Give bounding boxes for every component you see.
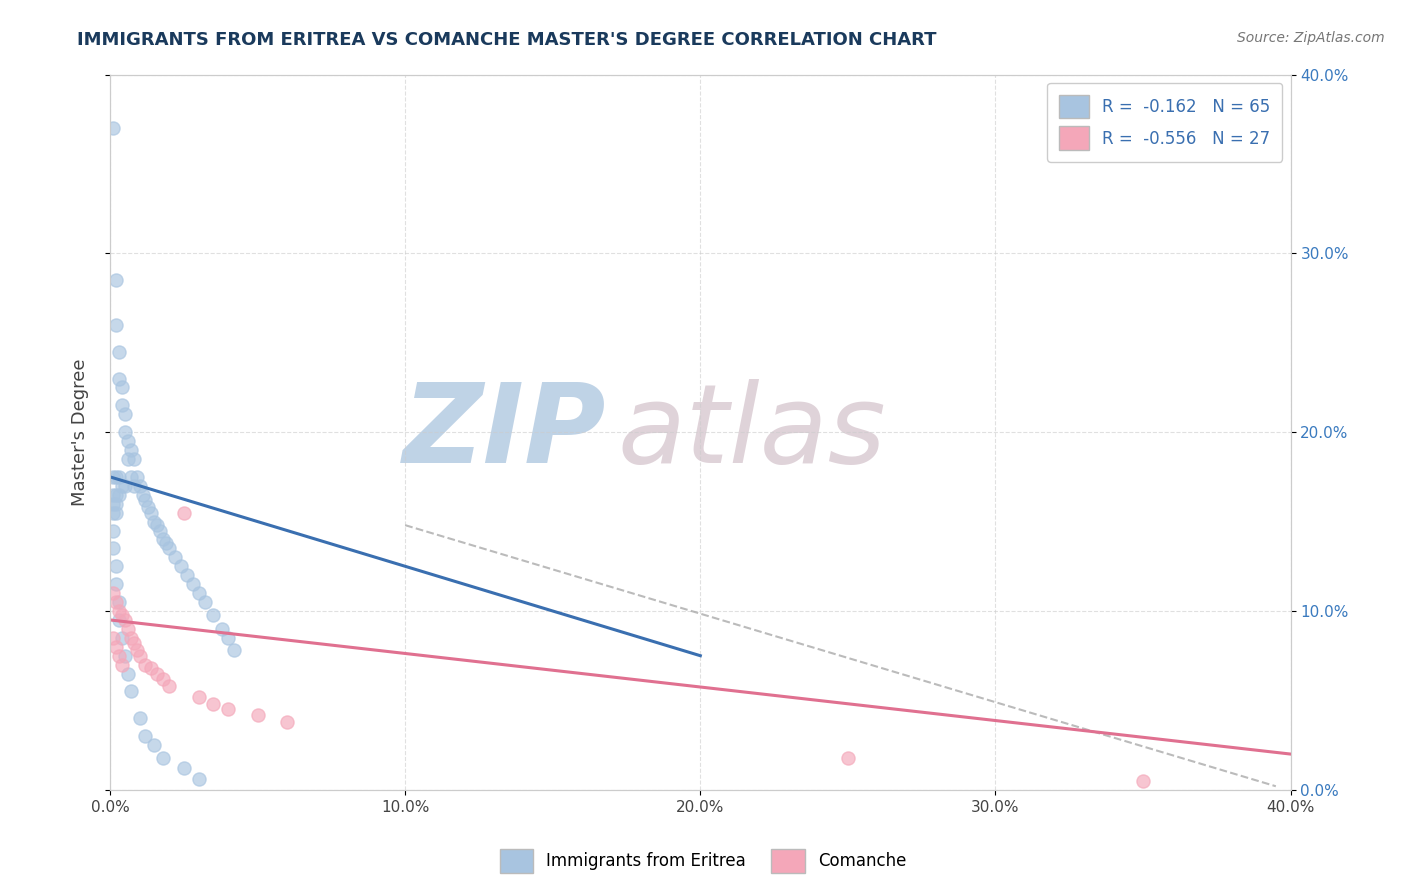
- Point: [217, 631, 239, 645]
- Point: [101, 470, 124, 484]
- Point: [141, 661, 163, 675]
- Point: [187, 772, 209, 786]
- Point: [128, 479, 150, 493]
- Point: [104, 470, 127, 484]
- Point: [117, 666, 139, 681]
- Point: [104, 595, 127, 609]
- Point: [101, 488, 124, 502]
- Point: [114, 407, 136, 421]
- Point: [101, 121, 124, 136]
- Point: [187, 690, 209, 704]
- Point: [108, 470, 131, 484]
- Point: [108, 488, 131, 502]
- Point: [128, 711, 150, 725]
- Point: [108, 344, 131, 359]
- Point: [181, 577, 204, 591]
- Point: [120, 631, 142, 645]
- Point: [276, 714, 298, 729]
- Point: [152, 533, 174, 547]
- Point: [104, 577, 127, 591]
- Point: [143, 515, 166, 529]
- Point: [134, 729, 156, 743]
- Point: [111, 657, 134, 672]
- Point: [211, 622, 233, 636]
- Point: [114, 425, 136, 440]
- Point: [157, 679, 180, 693]
- Point: [217, 702, 239, 716]
- Point: [152, 672, 174, 686]
- Point: [202, 607, 225, 622]
- Point: [104, 273, 127, 287]
- Text: IMMIGRANTS FROM ERITREA VS COMANCHE MASTER'S DEGREE CORRELATION CHART: IMMIGRANTS FROM ERITREA VS COMANCHE MAST…: [77, 31, 936, 49]
- Point: [101, 586, 124, 600]
- Point: [120, 684, 142, 698]
- Point: [120, 443, 142, 458]
- Point: [157, 541, 180, 556]
- Point: [152, 750, 174, 764]
- Point: [149, 524, 172, 538]
- Point: [163, 550, 186, 565]
- Point: [111, 607, 134, 622]
- Point: [125, 643, 148, 657]
- Point: [146, 666, 169, 681]
- Point: [117, 622, 139, 636]
- Y-axis label: Master's Degree: Master's Degree: [72, 359, 89, 506]
- Point: [134, 493, 156, 508]
- Point: [117, 452, 139, 467]
- Point: [193, 595, 215, 609]
- Point: [173, 506, 195, 520]
- Text: Source: ZipAtlas.com: Source: ZipAtlas.com: [1237, 31, 1385, 45]
- Legend: R =  -0.162   N = 65, R =  -0.556   N = 27: R = -0.162 N = 65, R = -0.556 N = 27: [1047, 83, 1282, 161]
- Point: [117, 434, 139, 449]
- Text: ZIP: ZIP: [402, 379, 606, 485]
- Point: [108, 604, 131, 618]
- Point: [101, 541, 124, 556]
- Point: [104, 506, 127, 520]
- Point: [122, 452, 145, 467]
- Point: [111, 479, 134, 493]
- Point: [104, 497, 127, 511]
- Point: [146, 518, 169, 533]
- Legend: Immigrants from Eritrea, Comanche: Immigrants from Eritrea, Comanche: [494, 842, 912, 880]
- Point: [173, 761, 195, 775]
- Point: [108, 371, 131, 385]
- Point: [114, 648, 136, 663]
- Point: [104, 488, 127, 502]
- Point: [131, 488, 153, 502]
- Point: [134, 657, 156, 672]
- Point: [104, 559, 127, 574]
- Point: [128, 648, 150, 663]
- Point: [125, 470, 148, 484]
- Point: [155, 536, 177, 550]
- Point: [114, 479, 136, 493]
- Point: [246, 707, 269, 722]
- Point: [101, 524, 124, 538]
- Point: [108, 648, 131, 663]
- Point: [114, 613, 136, 627]
- Point: [176, 568, 198, 582]
- Point: [104, 318, 127, 332]
- Point: [141, 506, 163, 520]
- Point: [108, 613, 131, 627]
- Point: [187, 586, 209, 600]
- Point: [202, 697, 225, 711]
- Point: [138, 500, 160, 515]
- Point: [143, 738, 166, 752]
- Point: [122, 636, 145, 650]
- Point: [122, 479, 145, 493]
- Point: [120, 470, 142, 484]
- Text: atlas: atlas: [617, 379, 886, 485]
- Point: [111, 380, 134, 394]
- Point: [837, 750, 859, 764]
- Point: [108, 595, 131, 609]
- Point: [111, 398, 134, 412]
- Point: [101, 506, 124, 520]
- Point: [101, 497, 124, 511]
- Point: [111, 631, 134, 645]
- Point: [222, 643, 245, 657]
- Point: [170, 559, 193, 574]
- Point: [101, 631, 124, 645]
- Point: [104, 640, 127, 654]
- Point: [1132, 773, 1154, 788]
